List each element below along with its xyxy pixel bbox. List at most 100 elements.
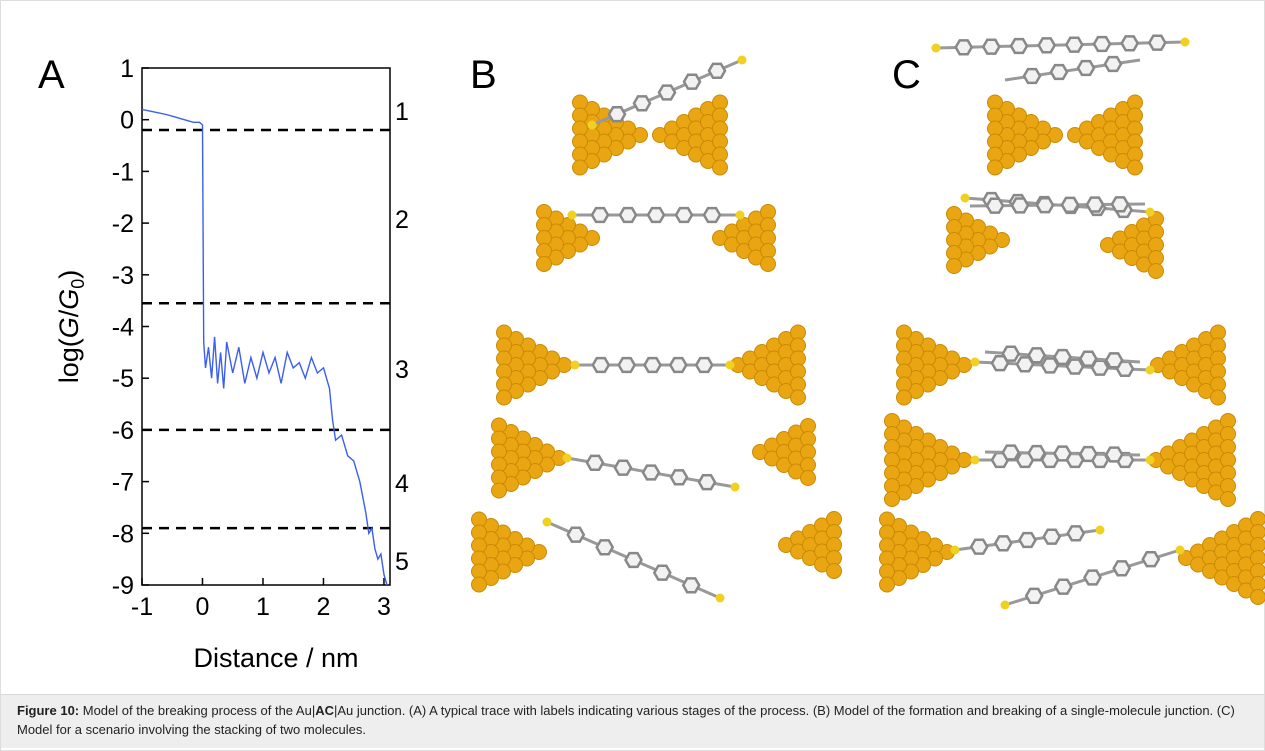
x-tick-label: 0 — [196, 593, 210, 621]
carbon-ring — [969, 538, 989, 555]
stage-label: 5 — [395, 548, 409, 576]
carbon-ring — [613, 459, 633, 476]
carbon-ring — [954, 39, 974, 56]
carbon-ring — [1001, 345, 1021, 362]
carbon-ring — [1042, 528, 1062, 545]
carbon-ring — [632, 95, 652, 112]
carbon-ring — [607, 105, 627, 123]
gold-atom — [1127, 159, 1143, 176]
sulfur-atom — [1145, 455, 1155, 465]
y-axis-label-part: G — [54, 317, 84, 338]
y-tick-label: -6 — [112, 417, 134, 445]
carbon-ring — [617, 356, 637, 374]
sulfur-atom — [567, 210, 577, 220]
sulfur-atom — [735, 210, 745, 220]
plot-frame — [141, 67, 391, 586]
sulfur-atom — [562, 453, 572, 463]
carbon-ring — [618, 206, 638, 224]
carbon-ring — [1110, 196, 1130, 213]
x-tick-label: 3 — [377, 593, 391, 621]
gold-atom — [987, 159, 1003, 176]
y-tick-label: -7 — [112, 469, 134, 497]
carbon-ring — [1083, 569, 1102, 586]
y-tick-label: -3 — [112, 262, 134, 290]
carbon-ring — [1035, 196, 1055, 214]
sulfur-atom — [1145, 207, 1155, 217]
carbon-ring — [641, 464, 661, 481]
trace-line — [141, 108, 388, 586]
molecular-models — [471, 34, 1265, 610]
panel-label: A — [38, 53, 65, 97]
y-tick-label: 0 — [120, 107, 134, 135]
carbon-ring — [1147, 34, 1167, 51]
y-tick-label: -2 — [112, 210, 134, 238]
sulfur-atom — [931, 43, 941, 53]
sulfur-atom — [737, 55, 747, 65]
gold-atom — [879, 576, 895, 593]
x-tick-label: -1 — [131, 593, 153, 621]
carbon-ring — [1103, 55, 1123, 73]
gold-atom — [712, 159, 728, 176]
caption-text: Model of the breaking process of the Au| — [82, 703, 316, 718]
carbon-ring — [657, 84, 677, 101]
panel-label: C — [892, 53, 921, 97]
gold-atom — [491, 482, 507, 499]
y-tick-label: -5 — [112, 365, 134, 393]
gold-atom — [1250, 589, 1265, 605]
carbon-ring — [591, 356, 611, 374]
y-axis-label-part: G — [54, 289, 84, 310]
carbon-ring — [1141, 550, 1161, 568]
carbon-ring — [1092, 35, 1112, 53]
carbon-ring — [590, 206, 610, 224]
carbon-ring — [1053, 578, 1073, 595]
x-tick-label: 1 — [256, 593, 270, 621]
gold-atom — [496, 389, 512, 406]
carbon-ring — [1001, 444, 1021, 461]
stage-label: 3 — [395, 356, 409, 384]
carbon-ring — [652, 564, 672, 581]
carbon-ring — [1010, 197, 1030, 214]
carbon-ring — [624, 551, 643, 569]
y-axis-label-part: ) — [54, 270, 84, 279]
sulfur-atom — [970, 455, 980, 465]
sulfur-atom — [1000, 600, 1010, 610]
y-tick-label: -9 — [112, 572, 134, 600]
caption-text: AC — [315, 703, 334, 718]
carbon-ring — [681, 577, 701, 594]
gold-atom — [1148, 263, 1164, 279]
caption-text: |Au junction. (A) A typical trace with l… — [17, 703, 1235, 737]
y-axis-label: log(G/G0) — [54, 270, 88, 384]
sulfur-atom — [950, 545, 960, 555]
sulfur-atom — [970, 357, 980, 367]
carbon-ring — [1064, 36, 1084, 53]
gold-atom — [1220, 491, 1236, 507]
carbon-ring — [1037, 37, 1057, 54]
x-axis-label: Distance / nm — [193, 643, 358, 673]
carbon-ring — [1078, 445, 1098, 463]
y-tick-label: -8 — [112, 520, 134, 548]
carbon-ring — [674, 206, 694, 224]
carbon-ring — [1053, 445, 1072, 462]
sulfur-atom — [1095, 525, 1105, 535]
figure: A B C -9 -8 -7 -6 -5 -4 -3 -2 -1 0 1 -1 0 1 2 3 Distance… — [38, 34, 1265, 673]
carbon-ring — [1060, 196, 1080, 214]
carbon-ring — [643, 356, 662, 374]
carbon-ring — [1104, 446, 1124, 463]
carbon-ring — [1024, 587, 1044, 605]
carbon-ring — [1066, 525, 1086, 542]
carbon-ring — [669, 469, 689, 486]
sulfur-atom — [715, 593, 725, 603]
stage-label: 2 — [395, 206, 409, 234]
sulfur-atom — [730, 482, 740, 492]
sulfur-atom — [542, 517, 552, 527]
carbon-ring — [1076, 59, 1096, 77]
carbon-ring — [993, 535, 1013, 552]
carbon-ring — [646, 206, 666, 224]
carbon-ring — [697, 473, 717, 491]
y-axis-label-part: / — [54, 309, 84, 317]
gold-atom — [884, 491, 900, 507]
gold-atom — [896, 389, 912, 406]
molecule-backbone — [935, 40, 1186, 50]
carbon-ring — [1120, 35, 1140, 52]
carbon-ring — [1085, 196, 1105, 213]
